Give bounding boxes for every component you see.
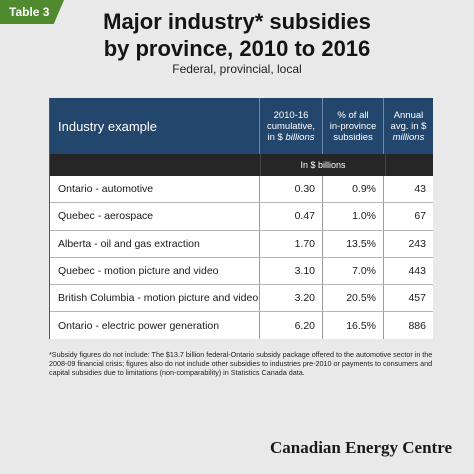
table-row: Ontario - electric power generation 6.20 1… [50, 312, 433, 339]
title-line-1: Major industry* subsidies [103, 9, 371, 34]
page-title: Major industry* subsidies by province, 2… [0, 8, 474, 62]
row-cumulative: 3.10 [260, 257, 323, 285]
header-annual-average: Annual avg. in $ millions [390, 109, 427, 143]
row-percent: 0.9% [323, 176, 384, 203]
row-industry: British Columbia - motion picture and vi… [50, 285, 260, 312]
row-cumulative: 0.30 [260, 176, 323, 203]
brand-logo-text: Canadian Energy Centre [270, 438, 452, 457]
page-subtitle: Federal, provincial, local [172, 62, 302, 76]
row-annual-average: 443 [408, 265, 426, 278]
header-industry: Industry example [50, 98, 260, 154]
row-cumulative: 3.20 [260, 285, 323, 312]
row-industry: Ontario - automotive [50, 176, 260, 203]
row-annual-average: 243 [408, 237, 426, 250]
row-annual-average: 67 [414, 210, 426, 223]
row-annual-average: 457 [408, 292, 426, 305]
row-industry: Quebec - motion picture and video [50, 257, 260, 285]
row-cumulative: 0.47 [260, 203, 323, 230]
row-percent: 16.5% [323, 312, 384, 339]
table-row: British Columbia - motion picture and vi… [50, 285, 433, 313]
table-row: Alberta - oil and gas extraction 1.70 13.5… [50, 230, 433, 258]
table-row: Quebec - motion picture and video 3.10 7.0… [50, 257, 433, 286]
row-cumulative: 1.70 [260, 230, 323, 257]
table-row: Ontario - automotive 0.30 0.9% 43 [50, 176, 433, 204]
footnote: *Subsidy figures do not include: The $13… [49, 350, 433, 377]
subsidies-table: Industry example 2010-16 cumulative, in $ … [49, 98, 433, 339]
row-percent: 1.0% [323, 203, 384, 230]
row-annual-average: 43 [414, 183, 426, 196]
units-label: In $ billions [300, 160, 346, 170]
table-header-row: Industry example 2010-16 cumulative, in $ … [50, 98, 433, 154]
table-number-tag: Table 3 [0, 0, 64, 24]
title-line-2: by province, 2010 to 2016 [103, 36, 371, 61]
row-industry: Quebec - aerospace [50, 203, 260, 230]
row-percent: 13.5% [323, 230, 384, 257]
table-body: Ontario - automotive 0.30 0.9% 43 Quebec - a… [50, 176, 433, 339]
header-cumulative: 2010-16 cumulative, in $ billions [260, 98, 323, 154]
units-row: In $ billions [50, 154, 433, 176]
row-percent: 7.0% [323, 257, 384, 285]
row-annual-average: 886 [408, 319, 426, 332]
row-cumulative: 6.20 [260, 312, 323, 339]
table-row: Quebec - aerospace 0.47 1.0% 67 [50, 203, 433, 231]
row-percent: 20.5% [323, 285, 384, 312]
row-industry: Alberta - oil and gas extraction [50, 230, 260, 257]
row-industry: Ontario - electric power generation [50, 312, 260, 339]
header-percent: % of all in-province subsidies [323, 98, 384, 154]
